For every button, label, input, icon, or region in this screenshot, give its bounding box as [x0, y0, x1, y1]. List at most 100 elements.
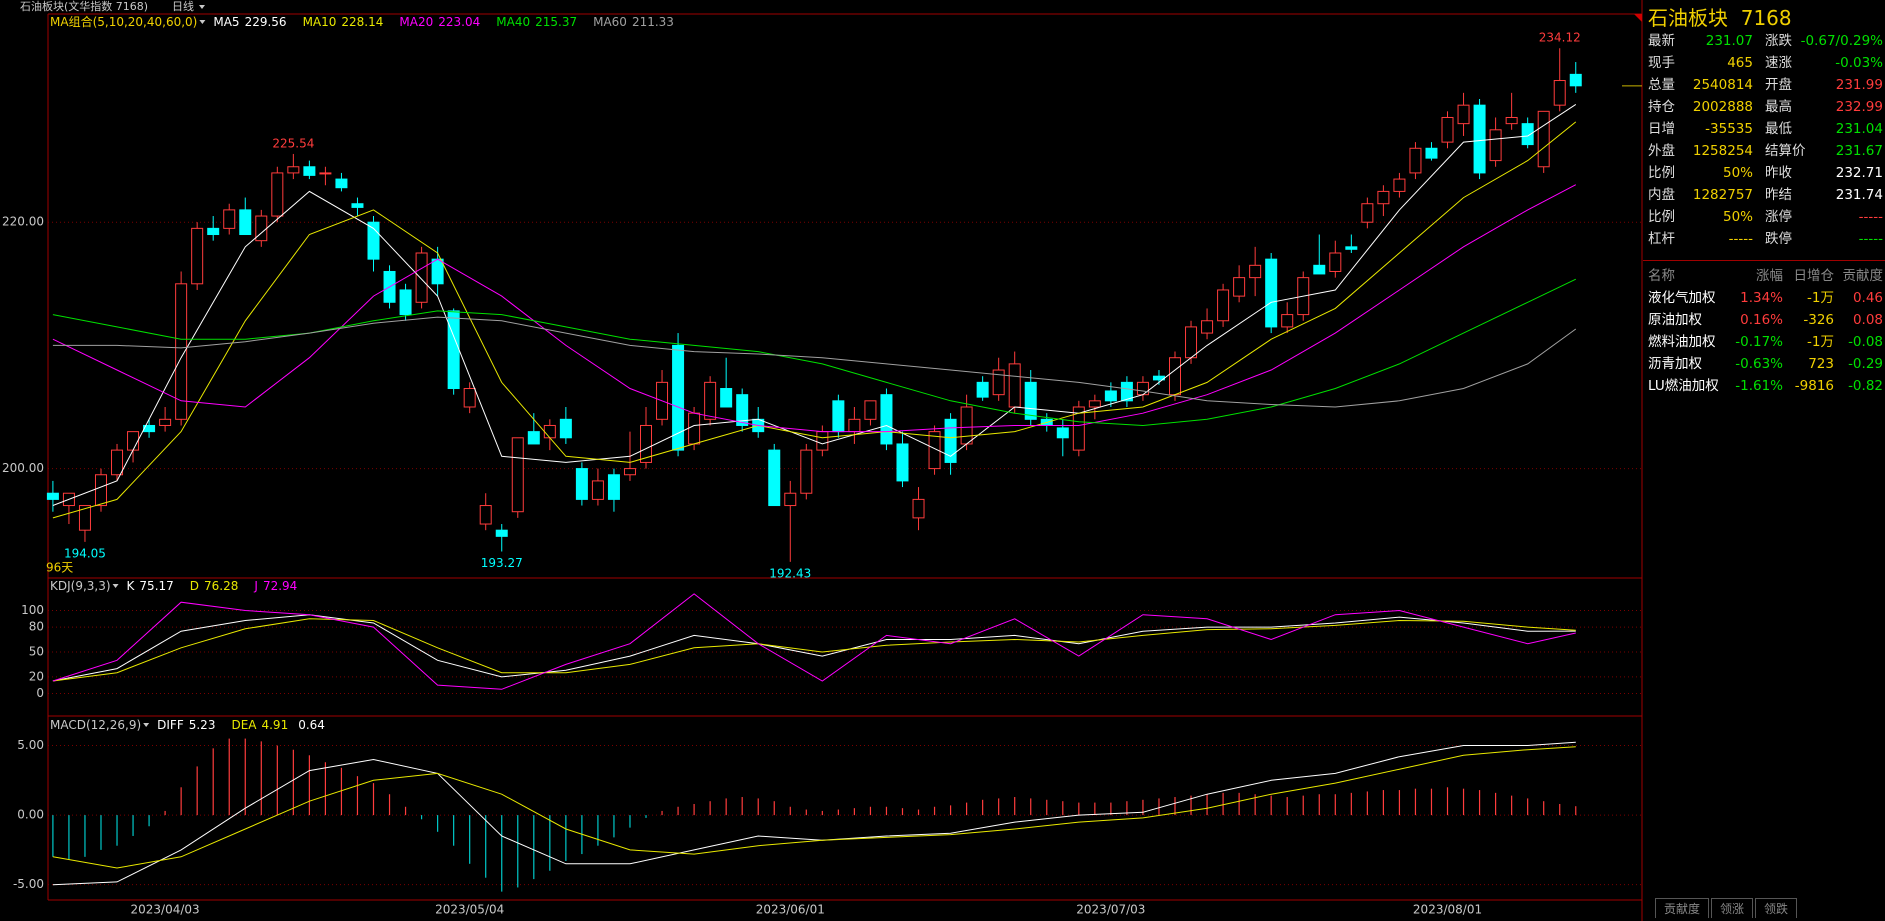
candle-body — [463, 388, 476, 408]
component-cell: 原油加权 — [1648, 312, 1702, 328]
candle-body — [1249, 264, 1262, 279]
quote-panel: 石油板块 7168 最新 231.07 涨跌 -0.67/0.29% 现手 465 速涨 -0… — [1643, 0, 1885, 921]
candle-body — [1120, 381, 1133, 402]
candle-body — [335, 178, 348, 189]
low-label: 194.05 — [64, 546, 106, 560]
high-label: 225.54 — [272, 136, 314, 150]
quote-label: 最新 — [1648, 33, 1675, 49]
quote-label: 涨跌 — [1765, 33, 1792, 49]
candle-body — [175, 283, 188, 420]
legend-text: DEA — [231, 718, 257, 732]
candle-body — [1056, 427, 1069, 439]
series-line — [52, 746, 1576, 869]
components-header: 名称 涨幅 日增仓 贡献度 — [1643, 265, 1885, 287]
legend-text: 211.33 — [632, 15, 674, 29]
candle-body — [1104, 390, 1117, 402]
y-tick-label: 20 — [29, 669, 44, 683]
quote-label: 日增 — [1648, 121, 1675, 137]
component-cell: -0.82 — [1848, 378, 1883, 394]
candle-body — [1409, 147, 1422, 174]
series-line — [52, 121, 1577, 519]
legend-text: 76.28 — [204, 579, 238, 593]
legend: MACD(12,26,9) DIFF 5.23 DEA 4.91 0.64 — [50, 718, 325, 732]
candle-body — [688, 412, 701, 445]
dropdown-arrow — [199, 20, 206, 24]
x-tick-label: 2023/04/03 — [131, 903, 200, 917]
legend-text: 223.04 — [438, 15, 480, 29]
period[interactable]: 日线 — [172, 0, 194, 13]
series-line — [52, 184, 1577, 433]
candle-body — [159, 418, 172, 426]
component-cell: -9816 — [1794, 378, 1834, 394]
candle-body — [1553, 80, 1566, 106]
quote-value: 231.04 — [1835, 121, 1883, 137]
candle-body — [784, 492, 797, 507]
legend: MA组合(5,10,20,40,60,0) MA5 229.56 MA10 228.14… — [50, 14, 674, 29]
quote-row: 内盘 1282757 昨结 231.74 — [1643, 184, 1885, 206]
quote-value: 50% — [1722, 209, 1753, 225]
candle-body — [960, 406, 973, 445]
candle-body — [736, 394, 749, 426]
tab[interactable]: 贡献度 — [1655, 898, 1710, 918]
component-cell: -0.63% — [1735, 356, 1783, 372]
candle-body — [928, 431, 941, 470]
component-cell: 0.08 — [1852, 312, 1883, 328]
component-cell: -326 — [1803, 312, 1834, 328]
candle-body — [46, 492, 59, 500]
candle-body — [1489, 129, 1502, 162]
candle-body — [94, 474, 107, 507]
y-tick-label: 200.00 — [2, 461, 44, 475]
x-tick-label: 2023/06/01 — [756, 903, 825, 917]
legend-text: 0.64 — [298, 718, 325, 732]
component-cell: 沥青加权 — [1648, 356, 1702, 372]
candle-body — [623, 468, 636, 476]
series-line — [52, 103, 1577, 506]
y-tick-label: 0 — [36, 686, 44, 700]
quote-value: 231.07 — [1705, 33, 1753, 49]
component-cell: 0.46 — [1852, 290, 1883, 306]
quote-value: 231.67 — [1835, 143, 1883, 159]
legend-text: J — [253, 579, 258, 593]
component-cell: 1.34% — [1740, 290, 1783, 306]
candle-body — [1265, 258, 1278, 328]
candle-body — [1329, 252, 1342, 272]
legend-text: DIFF — [157, 718, 184, 732]
candle-body — [479, 505, 492, 525]
legend-text: MA10 — [303, 15, 337, 29]
candle-body — [1217, 289, 1230, 322]
quote-label: 昨收 — [1765, 165, 1792, 181]
component-cell: -0.17% — [1735, 334, 1783, 350]
high-label: 234.12 — [1539, 31, 1581, 45]
candle-body — [1024, 381, 1037, 420]
component-cell: 燃料油加权 — [1648, 334, 1716, 350]
component-cell: 0.16% — [1740, 312, 1783, 328]
candle-body — [575, 468, 588, 500]
candle-body — [1377, 190, 1390, 205]
candle-body — [1457, 104, 1470, 125]
quote-label: 比例 — [1648, 209, 1675, 225]
quote-value: -35535 — [1705, 121, 1753, 137]
tab[interactable]: 领跌 — [1755, 898, 1798, 918]
candle-body — [1505, 116, 1518, 125]
candle-body — [447, 310, 460, 390]
candle-body — [127, 431, 140, 451]
candle-body — [319, 172, 332, 175]
candle-body — [944, 418, 957, 463]
dropdown-arrow — [112, 584, 119, 588]
quote-label: 涨停 — [1765, 209, 1792, 225]
quote-row: 外盘 1258254 结算价 231.67 — [1643, 140, 1885, 162]
series-line — [52, 618, 1576, 682]
tab[interactable]: 领涨 — [1711, 898, 1754, 918]
series-line — [52, 316, 1577, 408]
legend-text: 72.94 — [263, 579, 297, 593]
candle-body — [415, 252, 428, 303]
quote-row: 日增 -35535 最低 231.04 — [1643, 118, 1885, 140]
quote-value: -0.67/0.29% — [1800, 33, 1883, 49]
legend-text: 75.17 — [139, 579, 173, 593]
quote-row: 比例 50% 昨收 232.71 — [1643, 162, 1885, 184]
candle-body — [880, 394, 893, 445]
candle-body — [239, 209, 252, 236]
candle-body — [495, 529, 508, 537]
candle-body — [351, 203, 364, 208]
